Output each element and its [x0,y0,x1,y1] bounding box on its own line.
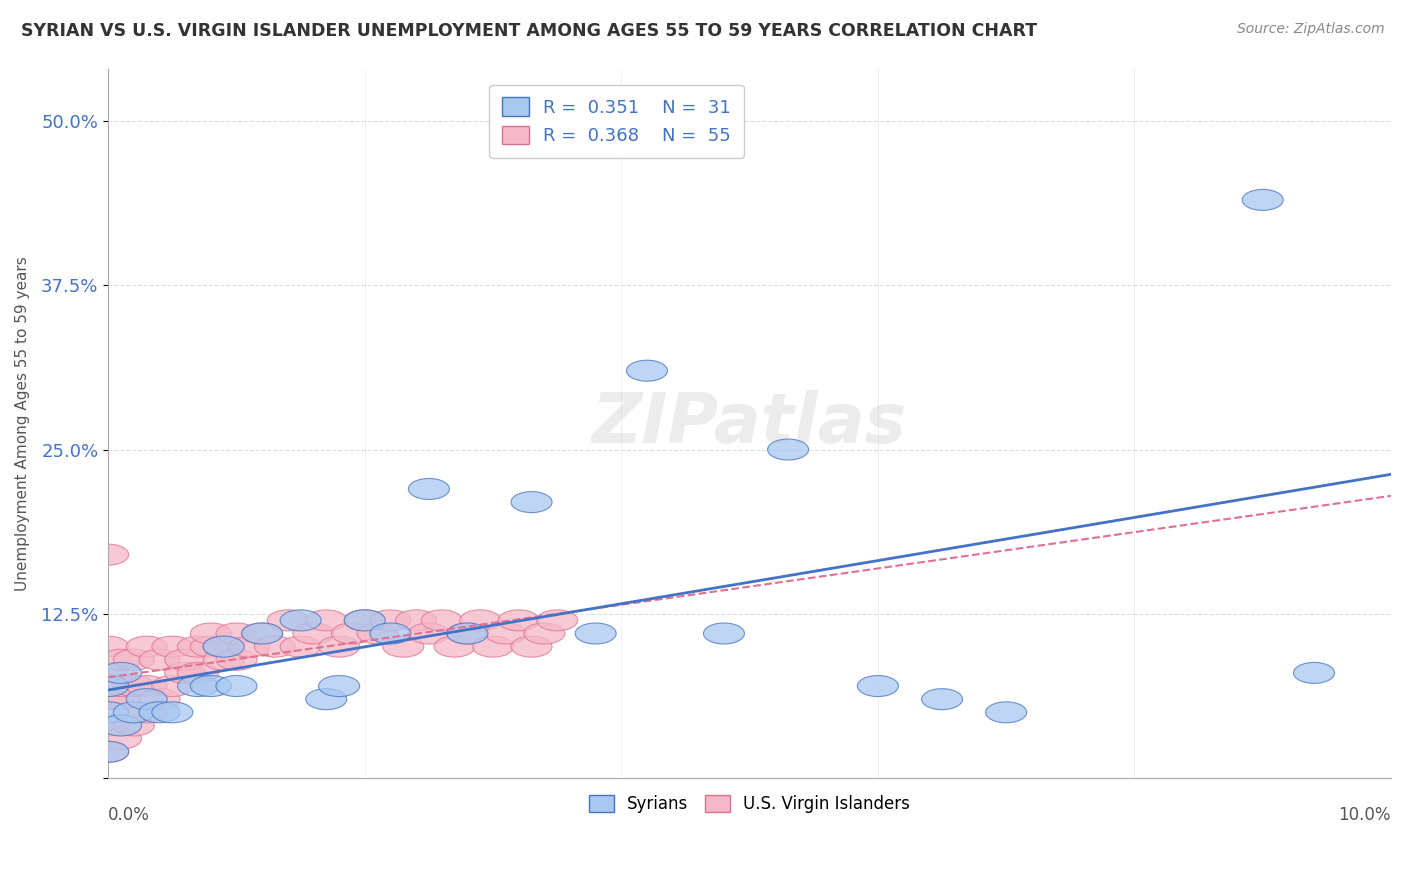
Ellipse shape [165,663,205,683]
Ellipse shape [986,702,1026,723]
Ellipse shape [114,649,155,670]
Ellipse shape [177,663,218,683]
Ellipse shape [858,675,898,697]
Ellipse shape [100,715,142,736]
Ellipse shape [177,636,218,657]
Ellipse shape [422,610,463,631]
Ellipse shape [114,675,155,697]
Ellipse shape [510,636,553,657]
Ellipse shape [190,623,232,644]
Ellipse shape [87,689,129,710]
Ellipse shape [460,610,501,631]
Text: ZIPatlas: ZIPatlas [592,390,907,457]
Ellipse shape [627,360,668,381]
Ellipse shape [100,689,142,710]
Ellipse shape [703,623,744,644]
Ellipse shape [472,636,513,657]
Ellipse shape [447,623,488,644]
Ellipse shape [344,610,385,631]
Ellipse shape [575,623,616,644]
Ellipse shape [202,649,245,670]
Ellipse shape [434,636,475,657]
Text: Source: ZipAtlas.com: Source: ZipAtlas.com [1237,22,1385,37]
Ellipse shape [332,623,373,644]
Ellipse shape [87,675,129,697]
Ellipse shape [87,663,129,683]
Ellipse shape [87,544,129,566]
Ellipse shape [319,675,360,697]
Ellipse shape [87,741,129,763]
Ellipse shape [267,610,308,631]
Ellipse shape [242,623,283,644]
Legend: Syrians, U.S. Virgin Islanders: Syrians, U.S. Virgin Islanders [582,788,917,820]
Ellipse shape [537,610,578,631]
Ellipse shape [447,623,488,644]
Ellipse shape [87,741,129,763]
Ellipse shape [280,636,321,657]
Ellipse shape [1294,663,1334,683]
Ellipse shape [87,702,129,723]
Ellipse shape [305,610,347,631]
Ellipse shape [87,715,129,736]
Ellipse shape [190,675,232,697]
Ellipse shape [510,491,553,513]
Ellipse shape [139,649,180,670]
Ellipse shape [357,623,398,644]
Ellipse shape [1241,189,1284,211]
Ellipse shape [229,636,270,657]
Ellipse shape [217,649,257,670]
Ellipse shape [87,636,129,657]
Ellipse shape [395,610,437,631]
Ellipse shape [127,636,167,657]
Ellipse shape [152,675,193,697]
Ellipse shape [202,636,245,657]
Ellipse shape [292,623,335,644]
Ellipse shape [165,649,205,670]
Ellipse shape [498,610,540,631]
Ellipse shape [139,689,180,710]
Ellipse shape [370,610,411,631]
Ellipse shape [127,702,167,723]
Ellipse shape [177,675,218,697]
Text: 10.0%: 10.0% [1339,806,1391,824]
Ellipse shape [921,689,963,710]
Ellipse shape [152,636,193,657]
Ellipse shape [127,675,167,697]
Ellipse shape [127,689,167,710]
Ellipse shape [408,623,450,644]
Ellipse shape [344,610,385,631]
Y-axis label: Unemployment Among Ages 55 to 59 years: Unemployment Among Ages 55 to 59 years [15,256,30,591]
Ellipse shape [100,663,142,683]
Ellipse shape [382,636,423,657]
Ellipse shape [319,636,360,657]
Text: 0.0%: 0.0% [108,806,150,824]
Text: SYRIAN VS U.S. VIRGIN ISLANDER UNEMPLOYMENT AMONG AGES 55 TO 59 YEARS CORRELATIO: SYRIAN VS U.S. VIRGIN ISLANDER UNEMPLOYM… [21,22,1038,40]
Ellipse shape [768,439,808,460]
Ellipse shape [485,623,526,644]
Ellipse shape [408,478,450,500]
Ellipse shape [190,636,232,657]
Ellipse shape [280,610,321,631]
Ellipse shape [100,649,142,670]
Ellipse shape [254,636,295,657]
Ellipse shape [370,623,411,644]
Ellipse shape [152,702,193,723]
Ellipse shape [114,702,155,723]
Ellipse shape [202,636,245,657]
Ellipse shape [100,675,142,697]
Ellipse shape [217,623,257,644]
Ellipse shape [242,623,283,644]
Ellipse shape [139,702,180,723]
Ellipse shape [114,715,155,736]
Ellipse shape [217,675,257,697]
Ellipse shape [100,728,142,749]
Ellipse shape [305,689,347,710]
Ellipse shape [524,623,565,644]
